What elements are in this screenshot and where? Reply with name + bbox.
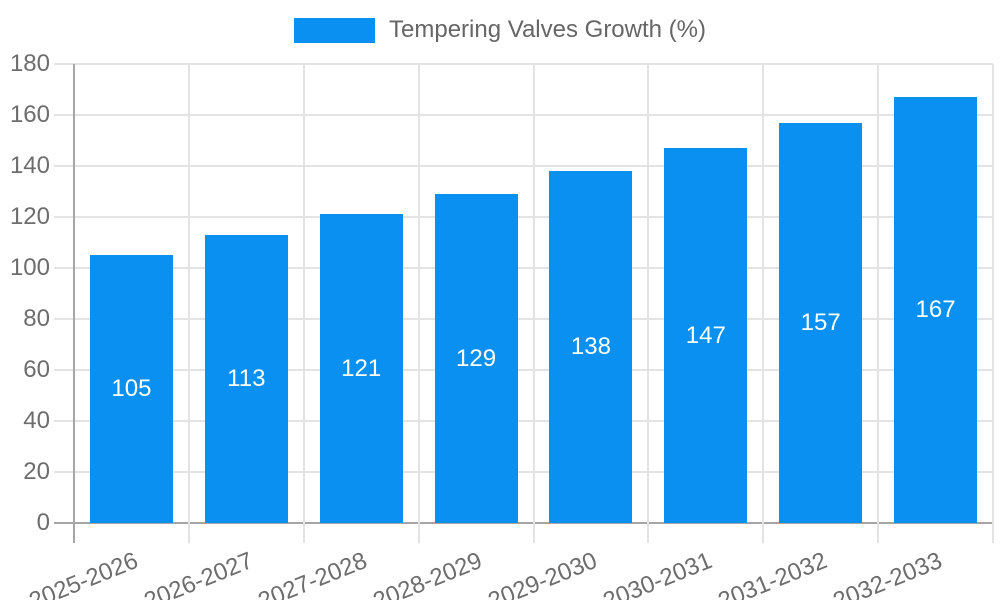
x-grid-line — [532, 64, 535, 543]
y-tick-label: 0 — [36, 509, 50, 536]
y-grid-line — [54, 114, 993, 116]
x-tick-label: 2025-2026 — [25, 547, 142, 600]
x-grid-line — [877, 64, 880, 543]
y-grid-line — [54, 369, 993, 371]
bar-value-label: 105 — [111, 375, 152, 403]
x-tick-label: 2026-2027 — [139, 547, 257, 600]
x-grid-line — [302, 64, 305, 543]
chart-legend: Tempering Valves Growth (%) — [0, 16, 1000, 44]
bar: 121 — [319, 214, 403, 523]
y-tick-label: 180 — [9, 50, 50, 77]
x-grid-line — [647, 64, 650, 543]
bar-value-label: 129 — [456, 344, 497, 372]
x-tick-label: 2031-2032 — [714, 547, 831, 600]
y-grid-line — [54, 267, 993, 269]
y-grid-line — [54, 165, 993, 167]
bar-value-label: 147 — [685, 321, 726, 349]
legend-color-swatch-icon — [294, 17, 375, 43]
bar: 157 — [779, 122, 863, 523]
y-grid-line — [54, 63, 993, 65]
y-tick-label: 160 — [9, 101, 50, 128]
y-tick-label: 120 — [9, 203, 50, 230]
legend-label: Tempering Valves Growth (%) — [389, 16, 706, 43]
bar-value-label: 138 — [570, 333, 611, 361]
y-grid-line — [54, 318, 993, 320]
x-grid-line — [187, 64, 190, 543]
bar-value-label: 157 — [800, 308, 841, 336]
bar: 147 — [664, 148, 748, 523]
y-grid-line — [54, 471, 993, 473]
bar: 113 — [204, 234, 288, 523]
x-tick-label: 2030-2031 — [599, 547, 716, 600]
legend-item[interactable]: Tempering Valves Growth (%) — [294, 16, 706, 44]
y-grid-line — [54, 216, 993, 218]
bar-value-label: 167 — [915, 296, 956, 324]
y-tick-label: 80 — [23, 305, 50, 332]
x-tick-label: 2028-2029 — [369, 547, 487, 600]
y-tick-label: 40 — [23, 407, 50, 434]
y-tick-label: 140 — [9, 152, 50, 179]
x-grid-line — [992, 64, 994, 543]
x-grid-line — [762, 64, 765, 543]
x-axis-line — [54, 522, 993, 524]
x-tick-label: 2029-2030 — [484, 547, 602, 600]
bar: 138 — [549, 171, 633, 523]
y-grid-line — [54, 420, 993, 422]
y-tick-label: 20 — [23, 458, 50, 485]
y-tick-label: 60 — [23, 356, 50, 383]
y-axis-line — [73, 64, 75, 543]
y-tick-label: 100 — [9, 254, 50, 281]
bar-value-label: 121 — [341, 354, 382, 382]
bar-value-label: 113 — [227, 364, 266, 392]
x-tick-label: 2027-2028 — [254, 547, 372, 600]
bar: 167 — [894, 97, 978, 523]
bar: 129 — [434, 194, 518, 523]
x-grid-line — [417, 64, 420, 543]
x-tick-label: 2032-2033 — [829, 547, 946, 600]
bar: 105 — [89, 255, 173, 523]
